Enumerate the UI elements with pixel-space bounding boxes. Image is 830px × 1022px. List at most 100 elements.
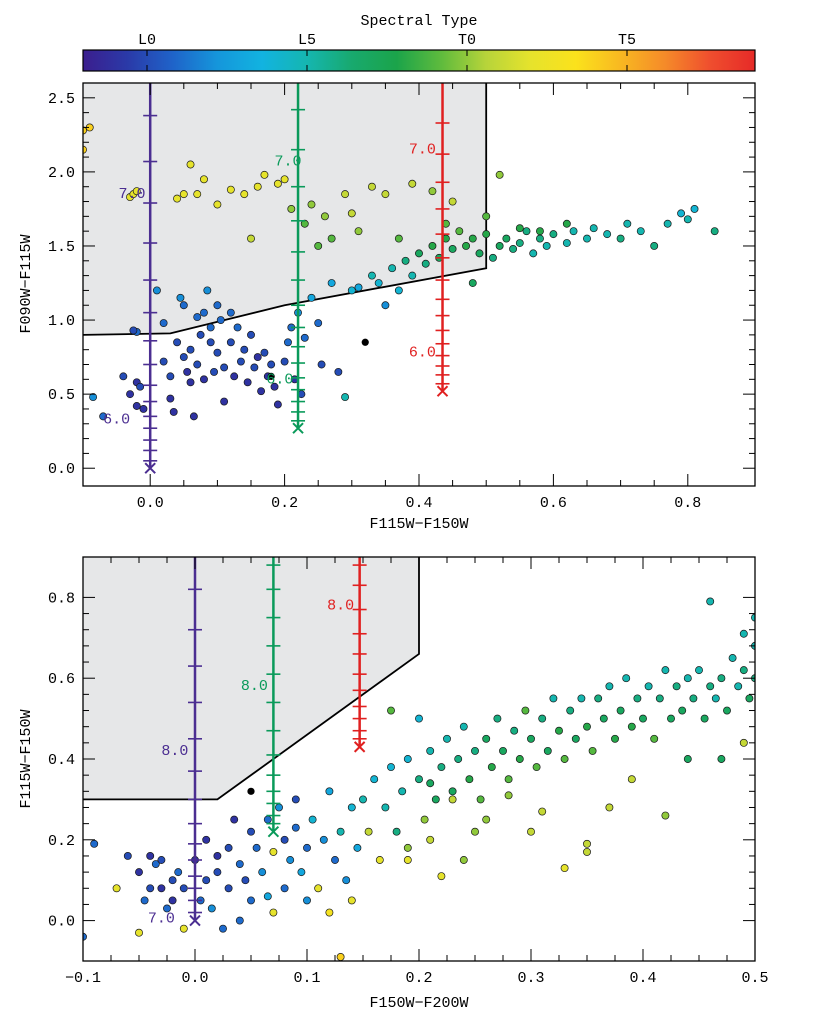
data-point (426, 835, 435, 844)
y-tick-label: 2.5 (48, 91, 75, 108)
data-point (179, 353, 188, 362)
data-point (426, 779, 435, 788)
data-point (263, 815, 272, 824)
data-point (213, 852, 222, 860)
data-point (566, 706, 575, 715)
data-point (583, 722, 591, 731)
data-point (193, 313, 202, 322)
y-tick-label: 0.8 (48, 590, 75, 607)
data-point (636, 227, 645, 236)
data-point (300, 333, 309, 342)
data-point (695, 666, 703, 675)
data-point (253, 182, 262, 191)
data-point (159, 357, 168, 366)
data-point (183, 367, 192, 376)
data-point (202, 835, 211, 844)
data-point (562, 239, 571, 247)
data-point (661, 666, 670, 675)
data-point (280, 835, 289, 844)
data-point (650, 734, 659, 743)
data-point (368, 182, 376, 191)
data-point (408, 271, 417, 280)
data-point (644, 682, 653, 691)
data-point (284, 338, 292, 347)
data-point (213, 200, 222, 209)
data-point (314, 319, 323, 327)
data-point (193, 360, 202, 369)
data-point (273, 179, 282, 188)
data-point (341, 393, 350, 402)
data-point (269, 847, 278, 856)
data-point (689, 694, 698, 703)
data-point (336, 953, 345, 961)
data-point (428, 242, 437, 250)
data-point (381, 190, 390, 199)
data-point (739, 738, 748, 747)
data-point (196, 330, 205, 339)
data-point (717, 755, 726, 763)
data-point (200, 375, 208, 384)
y-axis-title: F090W−F115W (18, 234, 35, 333)
track-label: 8.0 (161, 743, 188, 760)
colorbar: Spectral Type L0 L5 T0 T5 (82, 13, 756, 72)
data-point (420, 815, 429, 824)
data-point (415, 714, 423, 723)
data-point (235, 916, 244, 925)
data-point (504, 775, 513, 784)
data-point (459, 856, 468, 864)
data-point (569, 227, 578, 236)
data-point (426, 746, 435, 755)
x-tick-label: 0.1 (293, 970, 320, 987)
data-point (325, 787, 334, 796)
data-point (253, 353, 262, 362)
data-point (146, 852, 155, 860)
data-point (454, 755, 463, 763)
x-tick-label: 0.4 (405, 495, 432, 512)
data-point (728, 654, 737, 662)
data-point (536, 234, 544, 243)
y-tick-label: 0.5 (48, 387, 75, 404)
data-point (415, 775, 423, 784)
x-tick-label: 0.5 (741, 970, 768, 987)
data-point (443, 734, 451, 743)
data-point (314, 884, 323, 893)
track-label: 6.0 (103, 411, 130, 428)
data-point (374, 279, 383, 287)
data-point (342, 876, 351, 885)
panel-bottom: 7.0 8.0 8.0 8.0 −0.1 0.0 0.1 0.2 0.3 0.4 0.5 0.0 0.… (18, 556, 769, 1012)
data-point (132, 402, 141, 410)
data-point (247, 896, 255, 905)
data-point (370, 775, 379, 784)
data-point (210, 367, 218, 376)
data-point (280, 175, 289, 184)
data-point (163, 904, 171, 913)
data-point (538, 714, 547, 723)
data-point (448, 244, 457, 253)
data-point (146, 884, 155, 893)
track-label: 8.0 (241, 678, 268, 695)
data-point (173, 194, 182, 203)
data-point (527, 827, 535, 836)
x-axis-title: F150W−F200W (369, 995, 468, 1012)
colorbar-ticks (146, 50, 628, 71)
y-tick-label: 0.6 (48, 671, 75, 688)
data-point (275, 803, 283, 812)
data-point (135, 928, 143, 937)
data-point (717, 674, 726, 683)
selection-boundary (82, 83, 488, 336)
y-axis-title: F115W−F150W (18, 709, 35, 808)
data-point (247, 234, 255, 243)
data-point (543, 746, 552, 755)
data-points (83, 597, 755, 961)
x-tick-label: 0.2 (405, 970, 432, 987)
colorbar-gradient (82, 49, 756, 72)
data-point (549, 694, 558, 703)
data-point (437, 763, 446, 772)
data-point (327, 234, 336, 243)
data-point (495, 242, 504, 250)
data-point (280, 884, 289, 893)
data-point (287, 204, 296, 213)
data-point (594, 694, 603, 703)
data-point (207, 904, 216, 913)
data-point (560, 755, 569, 763)
